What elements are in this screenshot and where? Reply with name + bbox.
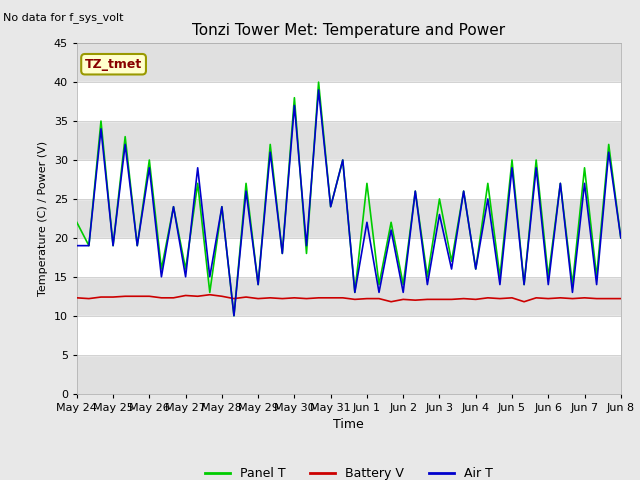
Bar: [77, 43, 621, 82]
Legend: Panel T, Battery V, Air T: Panel T, Battery V, Air T: [200, 462, 498, 480]
Y-axis label: Temperature (C) / Power (V): Temperature (C) / Power (V): [38, 141, 48, 296]
X-axis label: Time: Time: [333, 418, 364, 431]
Text: No data for f_sys_volt: No data for f_sys_volt: [3, 12, 124, 23]
Bar: [77, 316, 621, 355]
Title: Tonzi Tower Met: Temperature and Power: Tonzi Tower Met: Temperature and Power: [192, 23, 506, 38]
Bar: [77, 238, 621, 277]
Bar: [77, 82, 621, 121]
Bar: [77, 160, 621, 199]
Bar: [77, 277, 621, 316]
Bar: [77, 355, 621, 394]
Bar: [77, 121, 621, 160]
Text: TZ_tmet: TZ_tmet: [85, 58, 142, 71]
Bar: [77, 199, 621, 238]
